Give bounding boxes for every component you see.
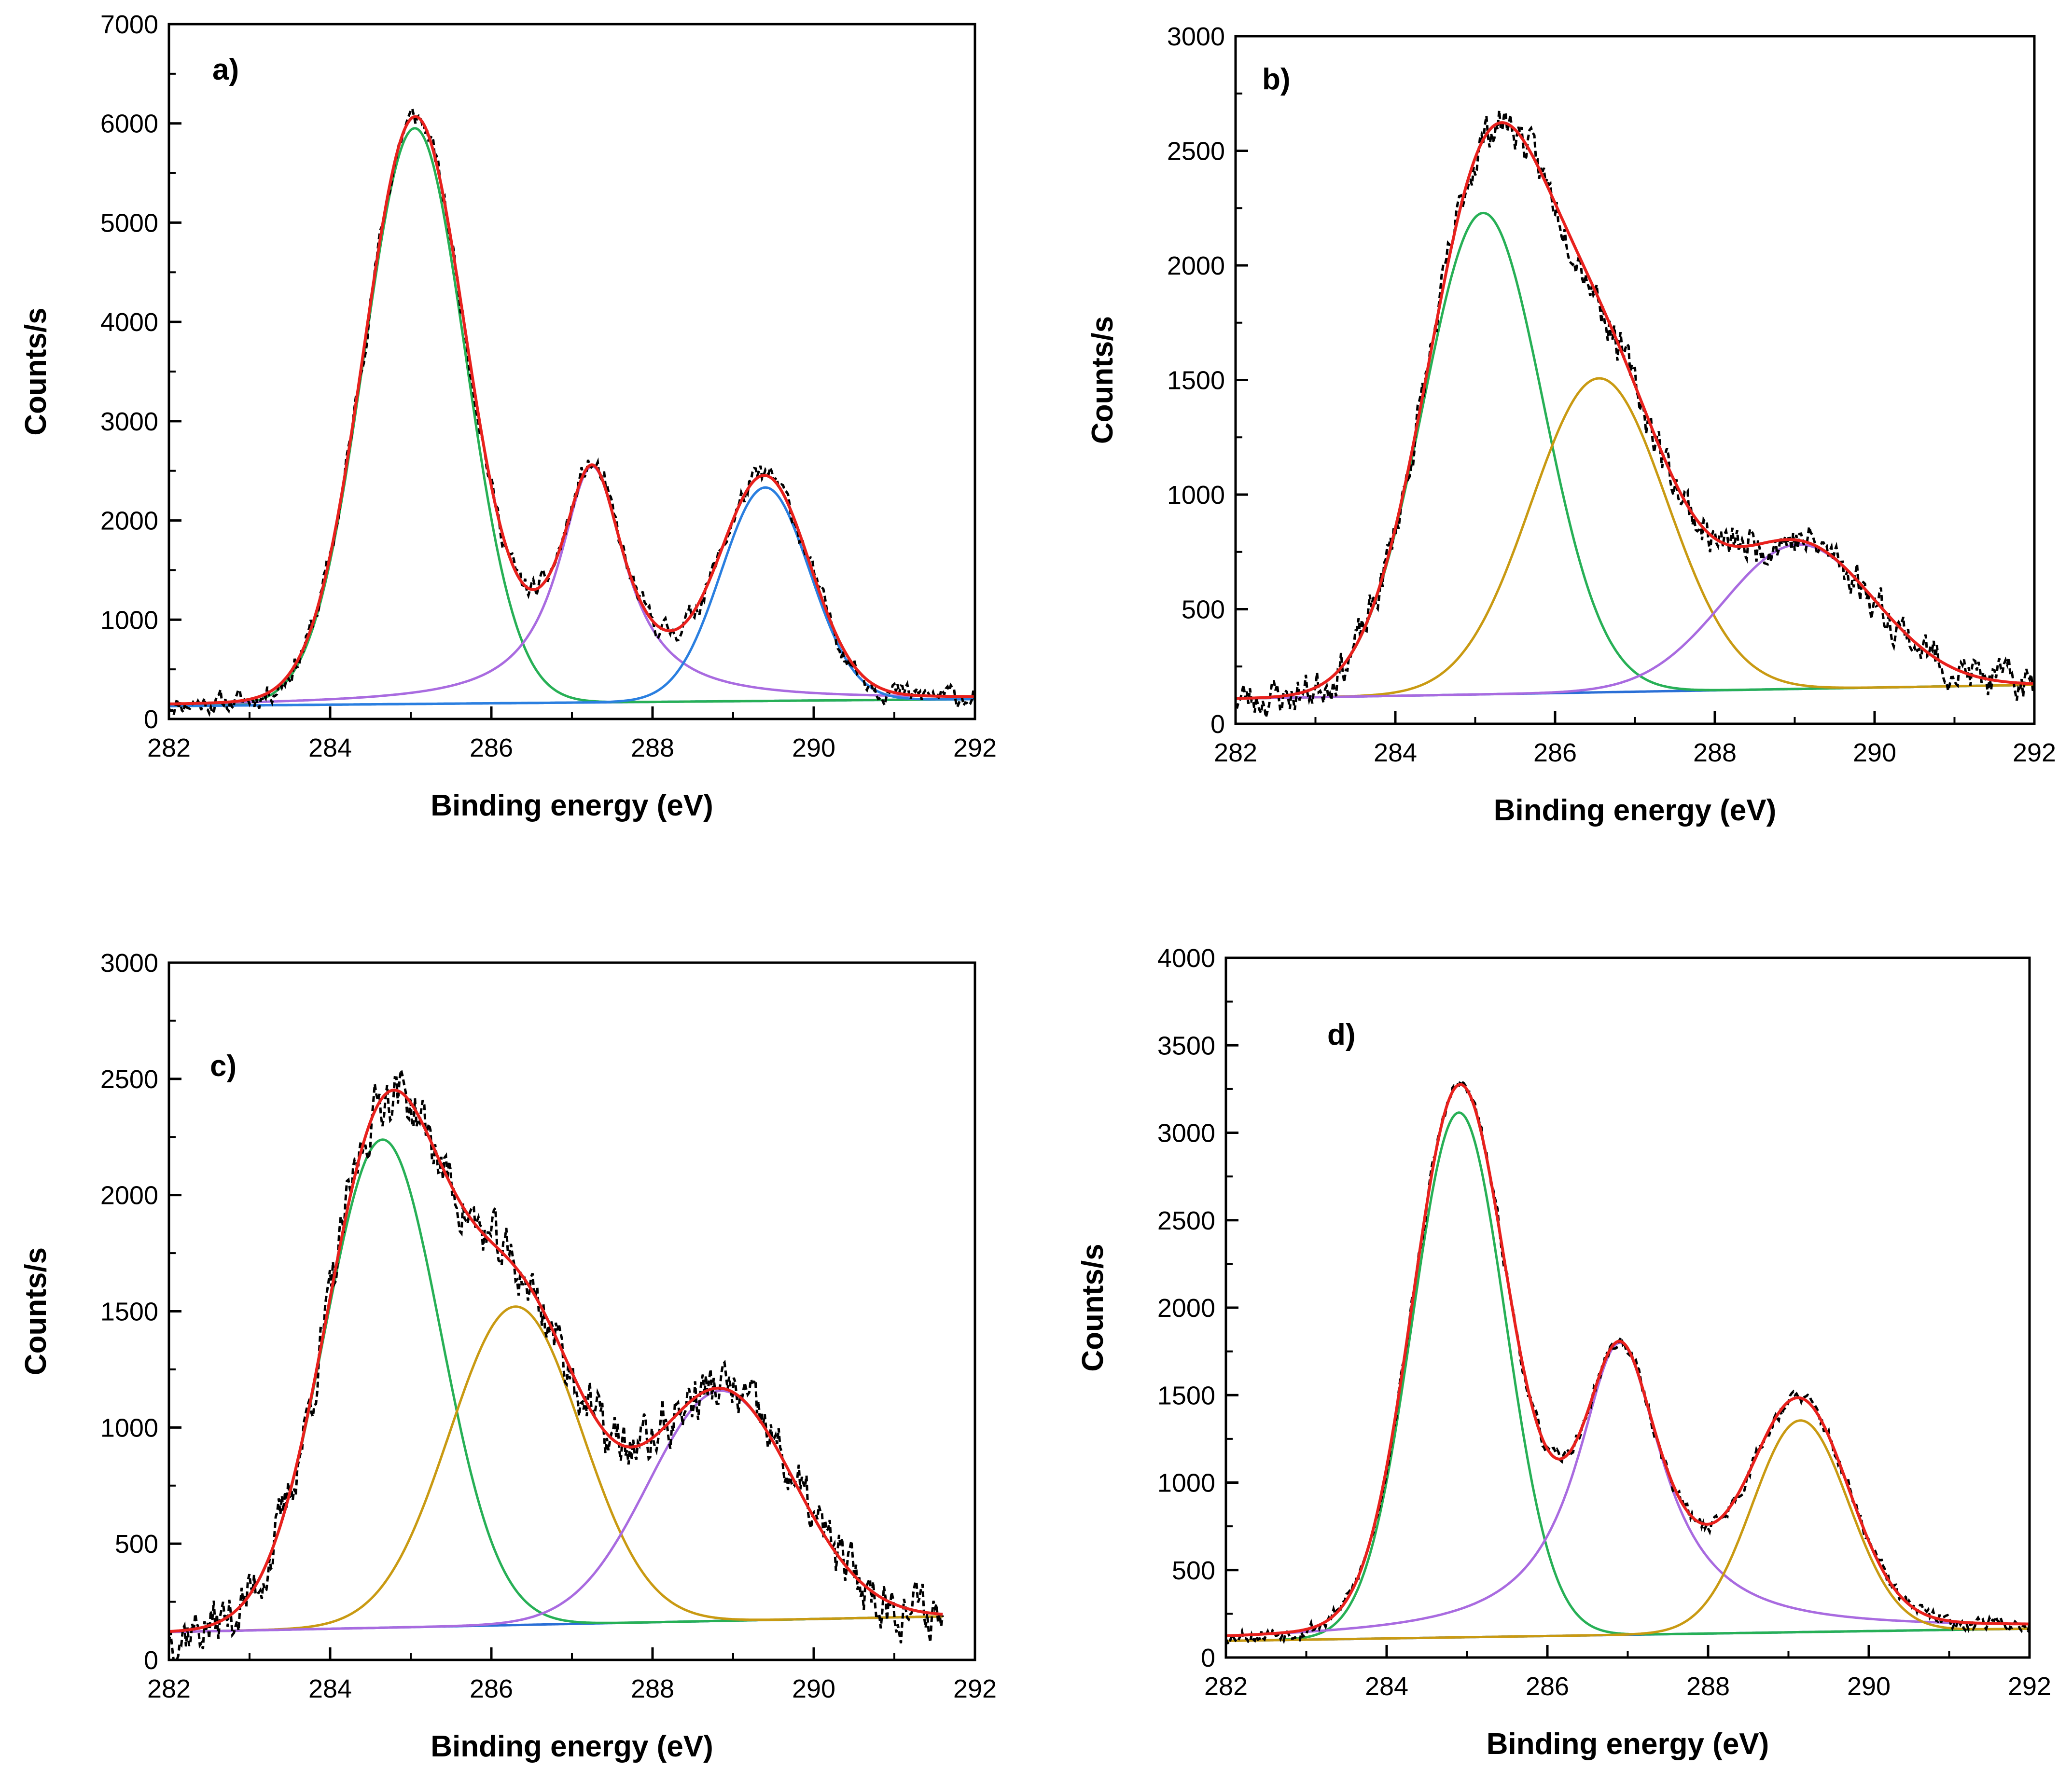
y-tick-label-a-3: 3000 (100, 407, 158, 436)
x-axis-title-a: Binding energy (eV) (431, 789, 713, 822)
x-tick-label-b-1: 284 (1374, 738, 1417, 767)
y-tick-label-a-4: 4000 (100, 308, 158, 337)
y-tick-label-c-1: 500 (115, 1530, 158, 1559)
component-peak-3-a (169, 486, 975, 707)
y-tick-label-d-6: 3000 (1157, 1119, 1215, 1148)
chart-panel-d: 282 284 286 288 290 292 0 500 1000 1500 2000 2500 30… (1076, 944, 2051, 1761)
chart-panel-a: 282 284 286 288 290 292 0 1000 2000 3000 4000 5000 6… (19, 10, 997, 822)
panel-label-d: d) (1327, 1018, 1356, 1051)
x-tick-label-c-3: 288 (631, 1674, 674, 1703)
fit-envelope-d (1226, 1083, 2030, 1638)
y-tick-label-c-3: 1500 (100, 1298, 158, 1326)
fit-envelope-a (169, 115, 975, 705)
x-tick-label-b-2: 286 (1533, 738, 1577, 767)
y-axis-title-a: Counts/s (19, 307, 53, 435)
x-axis-title-d: Binding energy (eV) (1487, 1727, 1769, 1761)
y-tick-label-a-1: 1000 (100, 606, 158, 635)
y-tick-label-d-8: 4000 (1157, 944, 1215, 973)
x-tick-label-a-1: 284 (308, 733, 352, 762)
fit-envelope-b (1236, 121, 2034, 700)
x-tick-label-d-1: 284 (1365, 1672, 1408, 1701)
y-tick-label-c-6: 3000 (100, 949, 158, 978)
y-tick-label-c-4: 2000 (100, 1181, 158, 1210)
curves-d (1226, 1078, 2030, 1647)
y-tick-label-b-3: 1500 (1167, 366, 1225, 395)
x-tick-label-b-4: 290 (1853, 738, 1896, 767)
y-tick-label-d-1: 500 (1172, 1556, 1215, 1585)
x-axis-title-c: Binding energy (eV) (431, 1730, 713, 1763)
y-tick-label-a-5: 5000 (100, 208, 158, 237)
y-tick-label-a-6: 6000 (100, 110, 158, 138)
y-tick-label-a-7: 7000 (100, 10, 158, 39)
x-tick-label-d-4: 290 (1847, 1672, 1891, 1701)
x-tick-label-a-5: 292 (953, 733, 997, 762)
y-tick-label-b-1: 500 (1182, 595, 1225, 624)
y-tick-label-c-2: 1000 (100, 1413, 158, 1442)
x-tick-label-a-2: 286 (470, 733, 513, 762)
y-tick-label-c-5: 2500 (100, 1065, 158, 1094)
chart-panel-b: 282 284 286 288 290 292 0 500 1000 1500 2000 2500 30… (1086, 22, 2056, 827)
y-tick-label-d-3: 1500 (1157, 1381, 1215, 1410)
x-tick-label-c-1: 284 (308, 1674, 352, 1703)
experimental-data-b (1236, 108, 2034, 718)
experimental-data-d (1226, 1078, 2030, 1647)
x-tick-label-c-4: 290 (792, 1674, 835, 1703)
y-tick-label-a-2: 2000 (100, 507, 158, 536)
y-tick-label-b-6: 3000 (1167, 22, 1225, 51)
y-tick-label-c-0: 0 (144, 1646, 158, 1675)
x-axis-title-b: Binding energy (eV) (1494, 794, 1777, 827)
y-tick-label-d-5: 2500 (1157, 1206, 1215, 1235)
panel-label-b: b) (1262, 63, 1291, 96)
x-tick-label-a-3: 288 (631, 733, 674, 762)
curves-a (169, 106, 975, 719)
panel-label-c: c) (210, 1050, 236, 1083)
y-axis-title-b: Counts/s (1086, 316, 1119, 444)
fit-envelope-c (169, 1089, 943, 1633)
x-tick-label-d-3: 288 (1686, 1672, 1730, 1701)
y-tick-label-b-0: 0 (1210, 710, 1225, 739)
y-tick-label-d-4: 2000 (1157, 1294, 1215, 1323)
y-tick-label-d-0: 0 (1201, 1644, 1215, 1672)
panel-label-a: a) (212, 53, 239, 86)
x-tick-label-b-5: 292 (2013, 738, 2056, 767)
x-tick-label-b-0: 282 (1214, 738, 1257, 767)
x-tick-label-d-2: 286 (1526, 1672, 1569, 1701)
x-tick-label-c-5: 292 (953, 1674, 997, 1703)
y-tick-label-d-7: 3500 (1157, 1031, 1215, 1060)
component-peak-2-c (169, 1305, 943, 1633)
curves-c (169, 1069, 944, 1660)
x-tick-label-c-2: 286 (470, 1674, 513, 1703)
x-tick-label-d-0: 282 (1204, 1672, 1248, 1701)
curves-b (1236, 108, 2034, 718)
x-tick-label-d-5: 292 (2008, 1672, 2051, 1701)
x-tick-label-a-0: 282 (147, 733, 191, 762)
component-peak-1-a (169, 127, 975, 707)
y-axis-title-d: Counts/s (1076, 1243, 1110, 1371)
chart-panel-c: 282 284 286 288 290 292 0 500 1000 1500 2000 2500 30… (19, 949, 997, 1763)
x-tick-label-a-4: 290 (792, 733, 835, 762)
y-axis-title-c: Counts/s (19, 1247, 53, 1375)
x-tick-label-b-3: 288 (1693, 738, 1737, 767)
y-tick-label-b-2: 1000 (1167, 481, 1225, 510)
y-tick-label-b-4: 2000 (1167, 251, 1225, 280)
y-tick-label-d-2: 1000 (1157, 1469, 1215, 1498)
x-tick-label-c-0: 282 (147, 1674, 191, 1703)
y-tick-label-a-0: 0 (144, 705, 158, 734)
y-tick-label-b-5: 2500 (1167, 137, 1225, 166)
component-peak-3-d (1226, 1419, 2030, 1643)
